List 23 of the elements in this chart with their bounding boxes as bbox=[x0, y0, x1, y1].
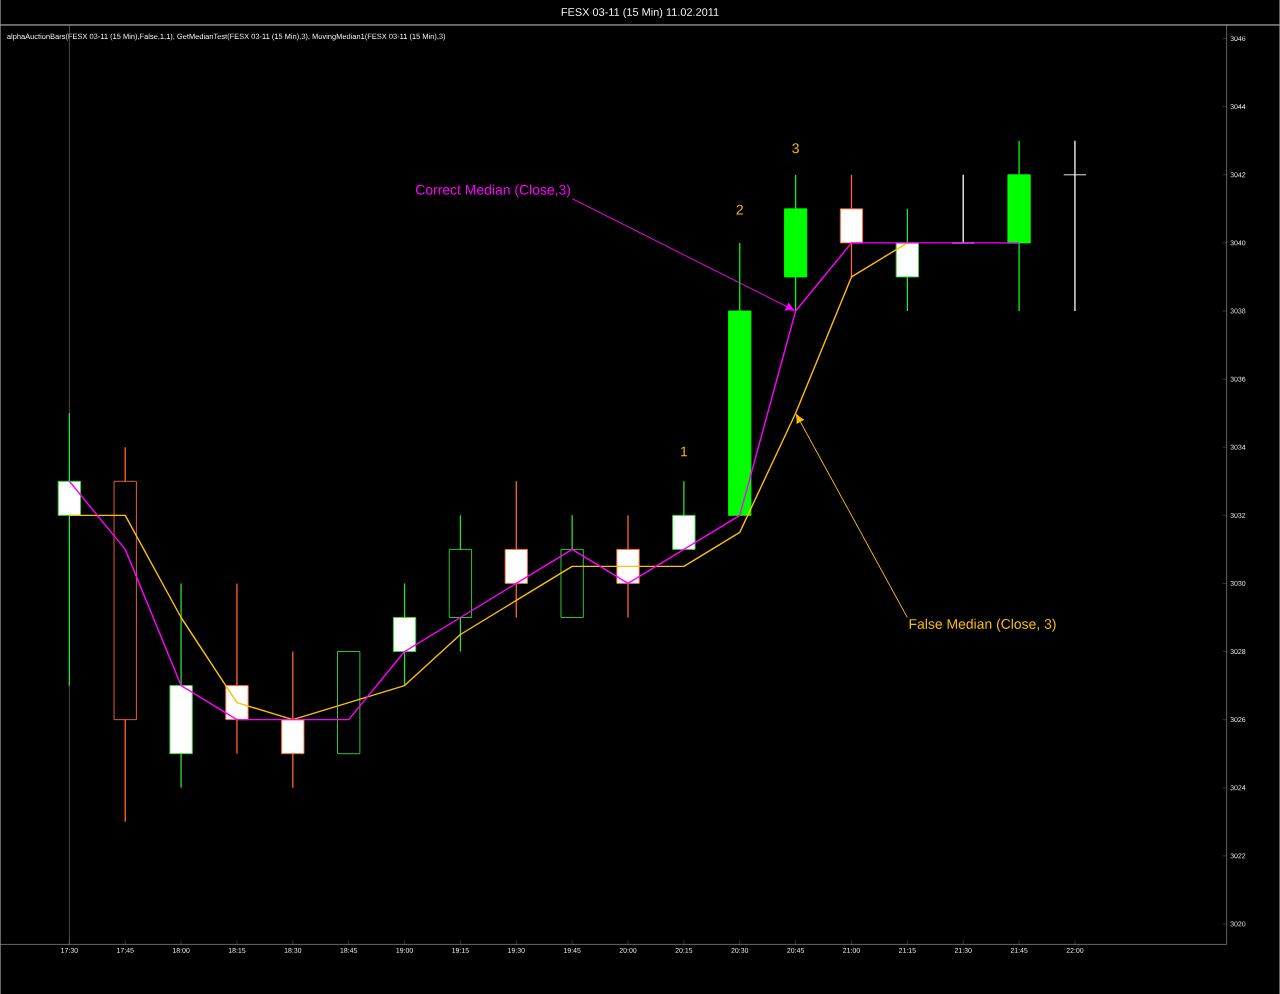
candlestick bbox=[504, 480, 528, 618]
candlestick bbox=[728, 242, 752, 516]
candlestick bbox=[1063, 139, 1087, 312]
annotation: Correct Median (Close,3) bbox=[415, 184, 571, 198]
candlestick bbox=[895, 208, 919, 312]
candlestick bbox=[113, 446, 137, 823]
candlestick bbox=[225, 582, 249, 755]
candlestick bbox=[672, 480, 696, 550]
chart-title: FESX 03-11 (15 Min) 11.02.2011 bbox=[561, 7, 719, 18]
candlestick bbox=[57, 412, 81, 687]
candlestick bbox=[560, 514, 584, 618]
candlestick bbox=[337, 650, 361, 754]
candlestick bbox=[839, 173, 864, 278]
candlestick bbox=[169, 582, 193, 789]
candlestick bbox=[1007, 139, 1031, 312]
candlestick bbox=[392, 582, 417, 687]
annotation: 1 bbox=[681, 446, 688, 457]
annotation: 3 bbox=[792, 143, 799, 153]
candlestick bbox=[281, 650, 305, 789]
annotation: 2 bbox=[736, 204, 743, 215]
candlestick bbox=[448, 514, 473, 653]
annotation: False Median (Close, 3) bbox=[909, 618, 1056, 632]
candlestick bbox=[616, 514, 640, 618]
